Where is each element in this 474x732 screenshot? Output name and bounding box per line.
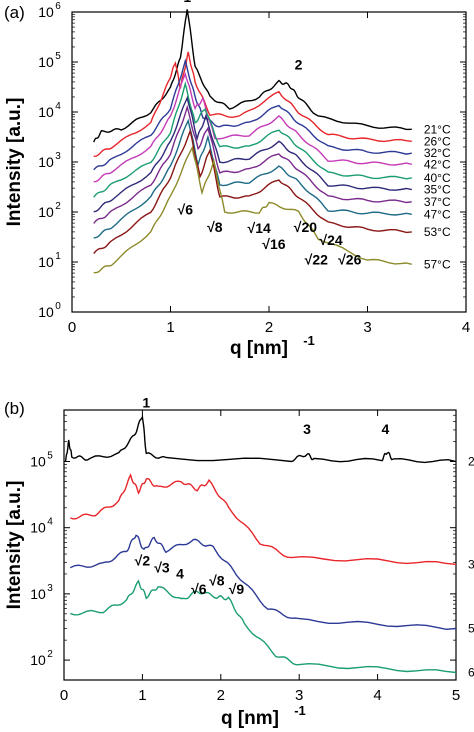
y-tick-exponent: 1 (55, 251, 61, 262)
y-tick-label: 10 (30, 586, 46, 602)
series-label: 21°C (424, 122, 451, 136)
y-tick-label: 10 (38, 154, 54, 170)
series-label: 40°C (424, 171, 451, 185)
x-axis-label: q [nm] (221, 708, 279, 729)
y-tick-label: 10 (38, 304, 54, 320)
y-tick-exponent: 5 (55, 51, 61, 62)
x-tick-label: 5 (452, 687, 460, 704)
series-line-57°C (93, 145, 412, 274)
y-tick-exponent: 2 (55, 201, 61, 212)
peak-annotation: 2 (295, 57, 303, 73)
series-line-37°C (93, 104, 412, 224)
y-tick-label: 10 (38, 54, 54, 70)
x-tick-label: 1 (166, 319, 174, 336)
peak-annotation: √22 (305, 251, 328, 267)
series-line-60°C (70, 579, 457, 674)
series-label: 35°C (424, 183, 451, 197)
x-tick-label: 2 (217, 687, 225, 704)
series-label: 57°C (424, 257, 451, 271)
series-label: 42°C (424, 157, 451, 171)
series-line-26°C (93, 51, 412, 157)
series-label: 25°C (468, 455, 474, 469)
series-label: 26°C (424, 134, 451, 148)
y-tick-exponent: 0 (55, 301, 61, 312)
peak-annotation: 1 (142, 395, 150, 411)
x-tick-label: 2 (265, 319, 273, 336)
y-tick-label: 10 (30, 652, 46, 668)
y-tick-label: 10 (30, 520, 46, 536)
series-line-21°C (93, 9, 412, 143)
x-axis-label: q [nm] (230, 338, 288, 359)
y-tick-label: 10 (38, 254, 54, 270)
x-tick-label: 4 (462, 319, 470, 336)
y-tick-label: 10 (38, 104, 54, 120)
series-label: 37°C (468, 557, 474, 571)
plot-frame (63, 409, 457, 681)
peak-annotation: √8 (207, 219, 223, 235)
x-axis-label-exponent: -1 (303, 333, 315, 348)
x-tick-label: 3 (363, 319, 371, 336)
x-tick-label: 4 (373, 687, 381, 704)
series-line-35°C (93, 95, 412, 213)
peak-annotation: √16 (262, 236, 285, 252)
x-tick-label: 0 (68, 319, 76, 336)
peak-annotation: 3 (303, 421, 311, 437)
peak-annotation: √6 (178, 201, 194, 217)
series-line-50°C (70, 534, 457, 631)
y-tick-label: 10 (30, 454, 46, 470)
series-line-53°C (93, 128, 412, 255)
series-line-42°C (93, 71, 412, 183)
x-tick-label: 0 (60, 687, 68, 704)
peak-annotation: √20 (294, 219, 317, 235)
y-tick-exponent: 5 (47, 451, 53, 462)
y-axis-label: Intensity [a.u.] (4, 481, 25, 610)
series-label: 53°C (424, 225, 451, 239)
y-tick-exponent: 4 (47, 517, 53, 528)
series-line-25°C (64, 414, 457, 464)
y-tick-exponent: 3 (55, 151, 61, 162)
peak-annotation: √14 (248, 220, 271, 236)
peak-annotation: √3 (154, 560, 170, 576)
series-label: 32°C (424, 146, 451, 160)
series-line-37°C (70, 473, 457, 565)
y-tick-exponent: 2 (47, 649, 53, 660)
x-tick-label: 3 (295, 687, 303, 704)
panel-label: (b) (4, 399, 25, 418)
peak-annotation: 1 (183, 0, 191, 5)
series-label: 60°C (468, 665, 474, 679)
peak-annotation: √9 (229, 581, 245, 597)
series-label: 37°C (424, 195, 451, 209)
panel-label: (a) (4, 3, 25, 22)
peak-annotation: √8 (209, 572, 225, 588)
y-tick-label: 10 (38, 204, 54, 220)
x-tick-label: 1 (138, 687, 146, 704)
x-axis-label-exponent: -1 (294, 703, 306, 718)
y-tick-exponent: 4 (55, 101, 61, 112)
series-line-40°C (93, 81, 412, 198)
peak-annotation: √26 (338, 251, 361, 267)
y-tick-exponent: 6 (55, 1, 61, 12)
peak-annotation: 4 (382, 421, 390, 437)
series-label: 50°C (468, 621, 474, 635)
y-axis-label: Intensity [a.u.] (4, 98, 25, 227)
series-line-32°C (93, 58, 412, 171)
y-tick-label: 10 (38, 4, 54, 20)
peak-annotation: 4 (176, 566, 184, 582)
peak-annotation: √6 (191, 581, 207, 597)
peak-annotation: √24 (319, 232, 342, 248)
series-label: 47°C (424, 207, 451, 221)
peak-annotation: √2 (135, 552, 151, 568)
y-tick-exponent: 3 (47, 583, 53, 594)
